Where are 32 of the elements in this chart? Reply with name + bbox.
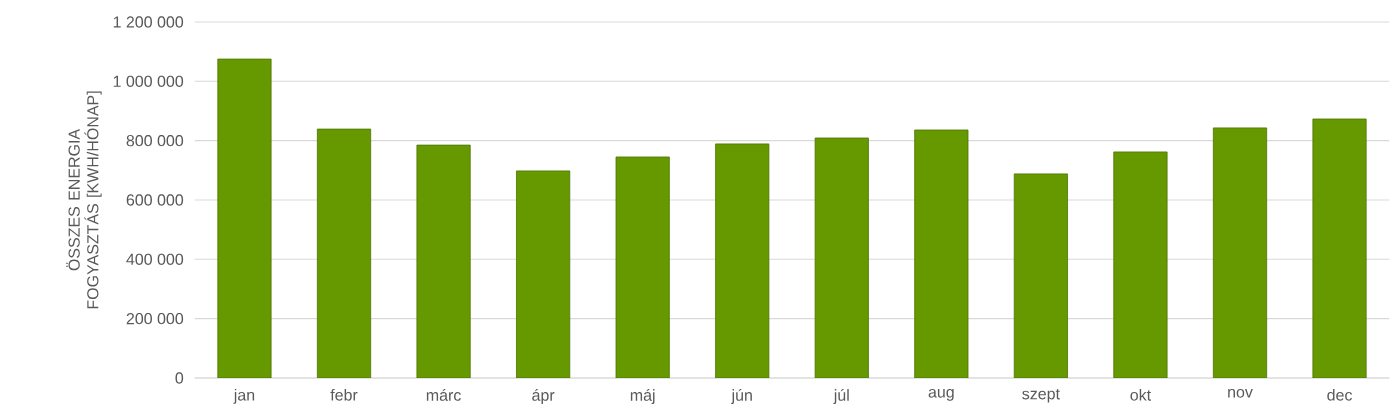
x-tick-label: jún [731,388,752,405]
y-tick-label: 400 000 [126,253,184,265]
x-tick-label: okt [1130,388,1151,401]
x-tick-label: nov [1228,388,1253,398]
x-tick-label: szept [1022,388,1060,403]
y-axis-title: ÖSSZES ENERGIA FOGYASZTÁS [KWH/HÓNAP] [66,91,102,309]
bar [814,137,869,378]
bar [516,170,571,378]
x-tick-label: júl [833,388,849,405]
y-tick-label: 200 000 [126,312,184,325]
bar [615,156,670,378]
y-tick-label: 800 000 [126,135,184,147]
x-tick-label: aug [928,388,954,401]
bar [1113,151,1168,378]
bar [1013,173,1068,378]
x-tick-label: máj [630,388,655,405]
bar [316,128,372,378]
bar [416,144,471,378]
y-tick-label: 1 200 000 [113,16,184,28]
x-tick-label: febr [330,388,358,401]
x-tick-label: dec [1327,388,1353,401]
bar [1312,118,1367,378]
x-tick-label: márc [426,388,461,401]
x-tick-label: jan [233,388,255,404]
y-tick-label: 0 [175,372,184,384]
bar [1212,127,1268,378]
bar [914,129,969,378]
y-tick-label: 600 000 [126,194,184,206]
bar [715,143,770,378]
bar [217,58,272,378]
y-tick-label: 1 000 000 [113,75,184,87]
x-tick-label: ápr [532,388,555,405]
